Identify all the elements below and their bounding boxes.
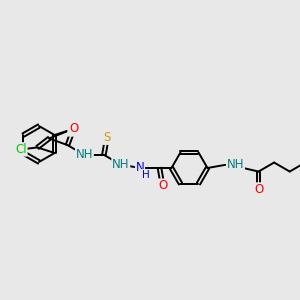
Text: O: O: [69, 122, 78, 135]
Text: N: N: [136, 161, 144, 175]
Text: NH: NH: [227, 158, 244, 171]
Text: NH: NH: [76, 148, 93, 161]
Text: NH: NH: [112, 158, 130, 171]
Text: H: H: [142, 169, 149, 180]
Text: S: S: [103, 131, 111, 144]
Text: O: O: [254, 183, 263, 196]
Text: Cl: Cl: [15, 143, 27, 156]
Text: O: O: [158, 179, 167, 192]
Text: S: S: [68, 123, 75, 136]
